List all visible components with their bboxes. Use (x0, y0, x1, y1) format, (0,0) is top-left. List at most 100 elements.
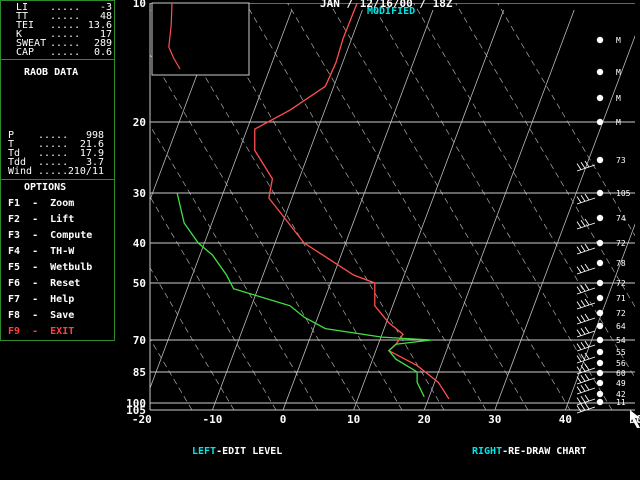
dry-adiabat-line (455, 3, 635, 308)
wind-barb-flag (584, 263, 590, 271)
option-separator: - (20, 198, 51, 209)
temperature-tick-label: 30 (488, 413, 501, 426)
index-key: K (16, 29, 23, 40)
wind-speed-label: M (616, 68, 621, 77)
wind-barb-flag (580, 396, 586, 403)
wind-barb-shaft (576, 356, 596, 364)
wind-barb-shaft (576, 222, 596, 230)
option-th-w[interactable]: F4 - TH-W (8, 246, 74, 257)
wind-speed-label: 105 (616, 189, 631, 198)
cursor-arrow-icon (630, 410, 640, 428)
wind-speed-label: 42 (616, 390, 626, 399)
wind-barb-flag (580, 220, 586, 227)
wind-barb-flag (580, 328, 586, 335)
wind-barb-flag (580, 404, 586, 411)
inset-temperature-line (168, 2, 181, 70)
index-row: SWEAT..... 289 (16, 39, 112, 49)
option-save[interactable]: F8 - Save (8, 310, 74, 321)
wind-barb-flag (576, 366, 582, 373)
inset-box (151, 2, 250, 76)
wind-barb-flag (580, 265, 586, 272)
isotherm-line (494, 34, 635, 410)
wind-level-dot (596, 36, 604, 44)
raob-key: P (8, 130, 15, 141)
wind-barb-flag (580, 245, 586, 252)
wind-level-dot (596, 379, 604, 387)
option-label: Zoom (50, 198, 75, 209)
dry-adiabat-line (287, 3, 529, 410)
option-separator: - (20, 262, 51, 273)
option-separator: - (20, 278, 51, 289)
option-exit[interactable]: F9 - EXIT (8, 326, 74, 337)
wind-level-dot (596, 369, 604, 377)
raob-leader: ..... (38, 166, 69, 177)
raob-key: Tdd (8, 157, 27, 168)
index-row: TT..... 48 (16, 12, 112, 22)
option-wetbulb[interactable]: F5 - Wetbulb (8, 262, 92, 273)
wind-barb-shaft (576, 302, 596, 310)
wind-barb-flag (576, 355, 582, 362)
raob-value: 998 (85, 130, 104, 141)
wind-speed-label: 71 (616, 294, 626, 303)
wind-barb-flag (580, 162, 586, 169)
wind-barb-flag (576, 329, 582, 336)
wind-barb-flag (584, 313, 590, 321)
option-help[interactable]: F7 - Help (8, 294, 74, 305)
wind-barb-flag (576, 301, 582, 308)
wind-barb-flag (584, 394, 590, 402)
raob-value: 210/11 (67, 166, 104, 177)
option-separator: - (20, 310, 51, 321)
isotherm-line (353, 9, 504, 410)
temperature-tick-label: -20 (132, 413, 152, 426)
option-separator: - (20, 294, 51, 305)
wind-barb-flag (576, 386, 582, 393)
wind-barb-flag (576, 266, 582, 273)
option-reset[interactable]: F6 - Reset (8, 278, 80, 289)
isotherm-line (423, 9, 575, 410)
raob-leader: ..... (38, 157, 69, 168)
dry-adiabat-line (0, 0, 24, 410)
wind-barb-flag (580, 315, 586, 322)
option-key: F3 (8, 230, 21, 241)
index-value: 48 (99, 11, 112, 22)
option-compute[interactable]: F3 - Compute (8, 230, 92, 241)
pressure-tick-label: 20 (133, 116, 146, 129)
option-separator: - (20, 246, 51, 257)
wind-speed-label: 78 (616, 259, 626, 268)
raob-key: Td (8, 148, 21, 159)
isotherm-line (150, 9, 293, 390)
raob-row: Td..... 17.9 (8, 149, 104, 159)
index-row: CAP..... 0.6 (16, 48, 112, 58)
wind-barb-flag (580, 195, 586, 202)
dry-adiabat-line (329, 3, 571, 410)
wind-level-dot (596, 390, 604, 398)
dry-adiabat-line (0, 0, 108, 410)
option-label: Lift (50, 214, 75, 225)
wind-speed-label: 72 (616, 279, 626, 288)
dry-adiabat-line (413, 3, 635, 379)
option-lift[interactable]: F2 - Lift (8, 214, 74, 225)
pressure-tick-label: 50 (133, 277, 146, 290)
footer-left-key: LEFT (192, 446, 217, 457)
wind-barb-shaft (576, 267, 596, 275)
option-zoom[interactable]: F1 - Zoom (8, 198, 74, 209)
wind-barb-shaft (576, 330, 596, 338)
isotherm-line (0, 10, 9, 410)
dry-adiabat-line (150, 267, 235, 410)
option-key: F5 (8, 262, 21, 273)
index-value: 13.6 (87, 20, 112, 31)
wind-barb-shaft (576, 164, 596, 172)
temperature-tick-label: 0 (280, 413, 287, 426)
options-title: OPTIONS (24, 182, 67, 193)
isotherm-line (212, 9, 363, 410)
raob-leader: ..... (38, 130, 69, 141)
wind-speed-label: M (616, 36, 621, 45)
wind-speed-label: 49 (616, 379, 626, 388)
option-label: Compute (50, 230, 93, 241)
isotherm-line (150, 9, 222, 202)
wind-barb-flag (584, 160, 590, 168)
index-row: TEI..... 13.6 (16, 21, 112, 31)
temperature-tick-label: 20 (418, 413, 431, 426)
wind-level-dot (596, 348, 604, 356)
